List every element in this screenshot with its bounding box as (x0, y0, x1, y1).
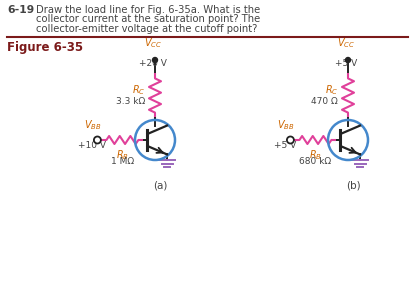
Circle shape (152, 58, 158, 62)
Text: +5 V: +5 V (274, 141, 297, 150)
Text: 3.3 kΩ: 3.3 kΩ (116, 97, 145, 106)
Text: $R_B$: $R_B$ (116, 148, 129, 162)
Text: Draw the load line for Fig. 6-35a. What is the: Draw the load line for Fig. 6-35a. What … (36, 5, 260, 15)
Text: 470 Ω: 470 Ω (311, 97, 338, 106)
Text: $V_{CC}$: $V_{CC}$ (337, 36, 355, 50)
Text: $R_C$: $R_C$ (132, 84, 145, 98)
Text: collector-emitter voltage at the cutoff point?: collector-emitter voltage at the cutoff … (36, 24, 257, 34)
Text: $V_{BB}$: $V_{BB}$ (83, 118, 101, 132)
Text: +20 V: +20 V (139, 58, 167, 68)
Text: +5 V: +5 V (335, 58, 357, 68)
Text: (b): (b) (346, 180, 360, 190)
Text: $V_{BB}$: $V_{BB}$ (277, 118, 294, 132)
Text: (a): (a) (153, 180, 167, 190)
Text: Figure 6-35: Figure 6-35 (7, 41, 83, 54)
Circle shape (346, 58, 351, 62)
Circle shape (94, 136, 101, 143)
Text: 6-19: 6-19 (7, 5, 34, 15)
Text: $R_B$: $R_B$ (309, 148, 322, 162)
Text: $V_{CC}$: $V_{CC}$ (144, 36, 162, 50)
Circle shape (287, 136, 294, 143)
Text: collector current at the saturation point? The: collector current at the saturation poin… (36, 14, 260, 25)
Text: 680 kΩ: 680 kΩ (299, 157, 332, 166)
Text: 1 MΩ: 1 MΩ (111, 157, 134, 166)
Text: $R_C$: $R_C$ (325, 84, 338, 98)
Text: +10 V: +10 V (78, 141, 106, 150)
